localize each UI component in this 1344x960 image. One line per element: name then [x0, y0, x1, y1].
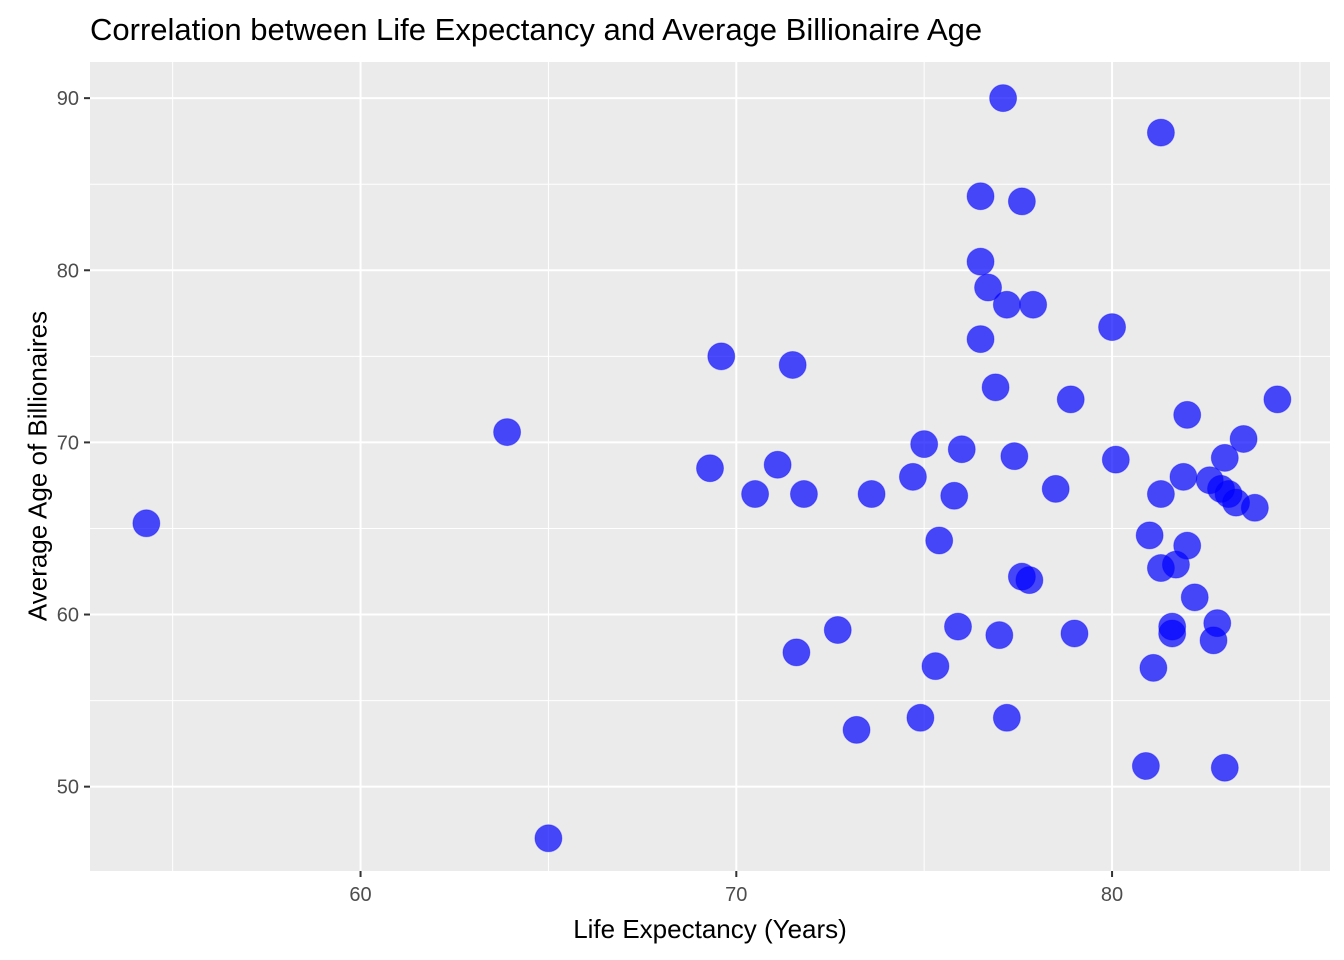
scatter-point — [1015, 566, 1044, 595]
scatter-point — [966, 247, 995, 276]
x-tick-label: 80 — [1101, 884, 1123, 906]
scatter-point — [842, 715, 871, 744]
scatter-point — [763, 450, 792, 479]
y-tick-label: 80 — [57, 260, 79, 282]
scatter-point — [974, 273, 1003, 302]
scatter-point — [1173, 400, 1202, 429]
scatter-point — [1210, 443, 1239, 472]
scatter-point — [944, 612, 972, 641]
scatter-point — [823, 616, 852, 645]
scatter-point — [1229, 424, 1258, 453]
scatter-point — [782, 638, 811, 667]
scatter-point — [981, 373, 1010, 402]
x-axis-label: Life Expectancy (Years) — [573, 914, 847, 944]
scatter-point — [1056, 385, 1085, 414]
scatter-point — [1135, 521, 1164, 550]
scatter-point — [898, 462, 927, 491]
scatter-point — [1210, 753, 1239, 782]
scatter-point — [992, 703, 1021, 732]
scatter-point — [1098, 313, 1127, 342]
scatter-point — [1203, 609, 1232, 638]
scatter-point — [1060, 619, 1089, 648]
x-tick-label: 60 — [349, 884, 371, 906]
scatter-point — [1158, 619, 1187, 648]
scatter-point — [1007, 187, 1036, 216]
axis-ticks: 60 70 80 50 60 70 80 90 — [57, 88, 1123, 906]
y-tick-label: 50 — [57, 777, 79, 799]
scatter-point — [1169, 462, 1198, 491]
scatter-point — [132, 509, 161, 538]
scatter-point — [1101, 445, 1130, 474]
scatter-point — [789, 480, 818, 509]
scatter-point — [940, 481, 969, 510]
scatter-point — [1146, 118, 1175, 147]
scatter-point — [1263, 385, 1292, 414]
scatter-point — [1131, 752, 1160, 781]
y-axis-label: Average Age of Billionaires — [22, 310, 53, 622]
scatter-point — [989, 84, 1018, 113]
y-tick-label: 70 — [57, 432, 79, 454]
x-tick-label: 70 — [725, 884, 747, 906]
y-tick-label: 90 — [57, 88, 79, 110]
data-points — [132, 84, 1292, 853]
chart-title: Correlation between Life Expectancy and … — [90, 12, 983, 47]
scatter-point — [696, 454, 724, 483]
scatter-point — [534, 824, 563, 853]
scatter-point — [985, 621, 1014, 650]
scatter-point — [966, 325, 995, 354]
scatter-point — [741, 480, 770, 509]
scatter-point — [778, 350, 807, 379]
scatter-point — [493, 418, 522, 447]
scatter-point — [1000, 442, 1029, 471]
scatter-point — [1173, 531, 1202, 560]
scatter-point — [947, 435, 976, 464]
scatter-point — [925, 526, 954, 555]
scatter-point — [966, 182, 995, 211]
scatter-point — [921, 652, 950, 681]
scatter-point — [1019, 290, 1048, 319]
scatter-point — [992, 290, 1021, 319]
scatter-point — [1240, 493, 1269, 522]
scatter-point — [857, 480, 886, 509]
scatter-point — [1146, 480, 1175, 509]
scatter-point — [707, 342, 736, 371]
y-tick-label: 60 — [57, 605, 79, 627]
scatter-point — [910, 430, 939, 459]
scatter-point — [906, 703, 935, 732]
scatter-point — [1041, 474, 1070, 503]
scatter-point — [1180, 583, 1209, 612]
scatter-point — [1139, 653, 1168, 682]
